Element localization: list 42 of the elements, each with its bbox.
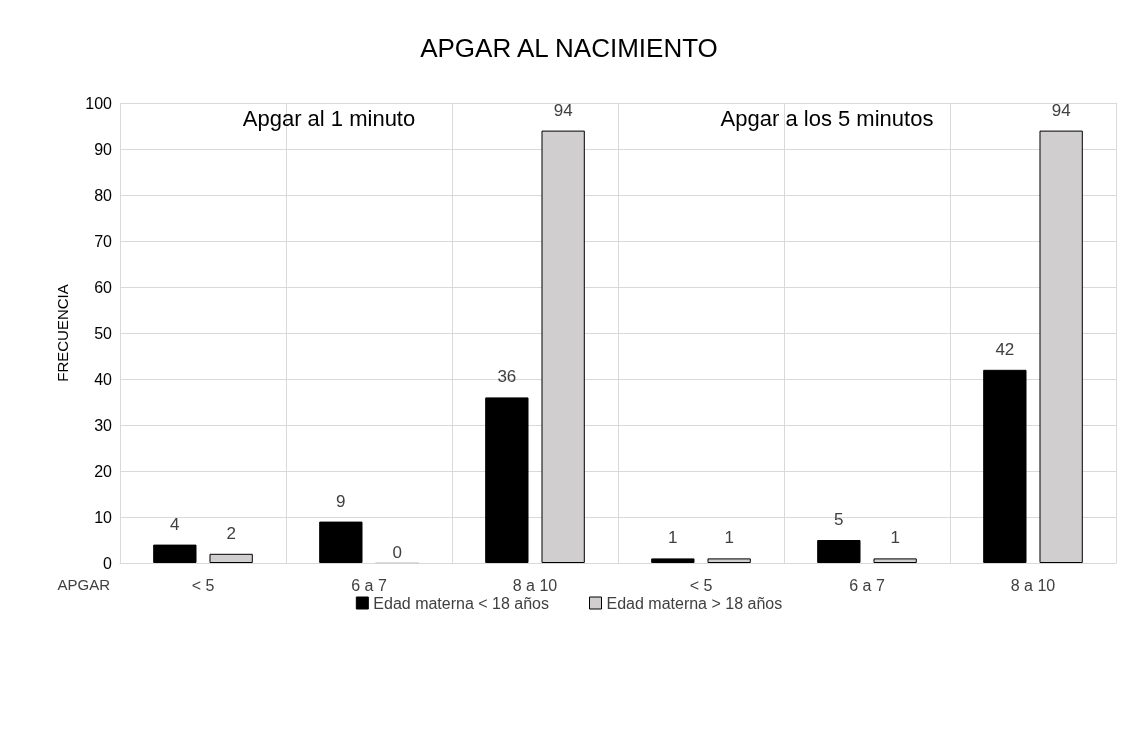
annotation: Apgar al 1 minuto [242,105,416,131]
y-tick-label: 30 [94,416,113,434]
bar [817,540,861,563]
x-tick-label: 6 a 7 [351,576,387,594]
data-label: 1 [890,528,900,548]
y-tick-label: 60 [94,278,113,296]
y-tick-label: 80 [94,186,113,204]
legend-label: Edad materna < 18 años [373,594,550,612]
data-label: 94 [553,100,573,120]
data-label: 1 [668,528,678,548]
y-tick-label: 70 [94,232,113,250]
x-tick-label: < 5 [689,576,713,594]
data-label: 42 [995,339,1015,359]
data-label: 0 [392,542,402,562]
data-label: 4 [170,514,180,534]
y-tick-label: 100 [85,94,113,112]
y-axis-title: FRECUENCIA [54,284,71,382]
x-tick-label: 8 a 10 [512,576,558,594]
chart-title: APGAR AL NACIMIENTO [420,33,718,63]
x-tick-label: < 5 [191,576,215,594]
x-tick-label: 8 a 10 [1010,576,1056,594]
data-label: 1 [724,528,734,548]
legend-label: Edad materna > 18 años [606,594,783,612]
y-tick-label: 50 [94,324,113,342]
x-axis-title: APGAR [57,576,111,593]
y-tick-label: 40 [94,370,113,388]
y-tick-label: 90 [94,140,113,158]
data-label: 36 [497,367,517,387]
bar [153,544,197,563]
bar [319,521,363,563]
bar [983,369,1027,563]
data-label: 9 [336,491,346,511]
y-tick-label: 0 [103,554,113,572]
data-label: 2 [226,523,236,543]
y-tick-label: 20 [94,462,113,480]
x-tick-label: 6 a 7 [849,576,885,594]
bar [485,397,529,563]
data-label: 5 [834,510,844,529]
bar [651,558,695,563]
data-label: 94 [1051,100,1071,120]
y-tick-label: 10 [94,508,113,526]
annotation: Apgar a los 5 minutos [720,105,934,131]
